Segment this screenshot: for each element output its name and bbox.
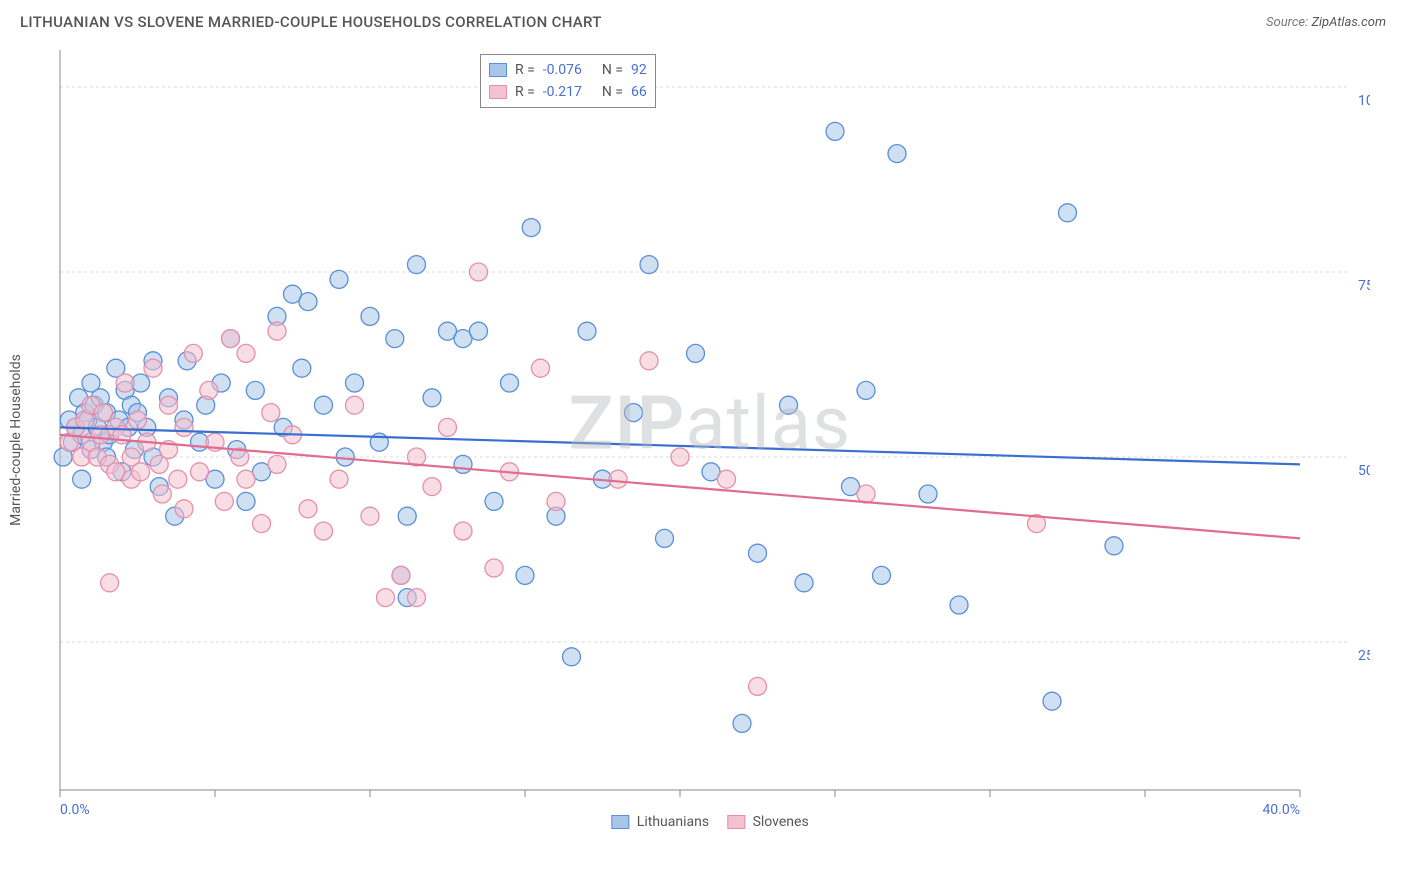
legend-label-b: Slovenes [753,814,809,830]
legend-label-a: Lithuanians [637,814,709,830]
legend-row-series-b: R = -0.217 N = 66 [489,81,647,103]
source-line: Source: ZipAtlas.com [1266,15,1386,30]
legend-n-label-b: N = [602,81,623,103]
legend-r-value-a: -0.076 [543,59,582,81]
svg-text:75.0%: 75.0% [1358,278,1370,294]
legend-r-label-a: R = [515,59,535,81]
svg-text:0.0%: 0.0% [60,802,90,818]
legend-r-value-b: -0.217 [543,81,582,103]
legend-swatch-bottom-a [611,815,629,829]
legend-n-value-b: 66 [631,81,647,103]
legend-swatch-b [489,85,507,99]
series-legend: Lithuanians Slovenes [611,814,808,830]
legend-n-label-a: N = [602,59,623,81]
chart-container: LITHUANIAN VS SLOVENE MARRIED-COUPLE HOU… [0,0,1406,892]
correlation-legend: R = -0.076 N = 92 R = -0.217 N = 66 [480,54,656,108]
legend-n-value-a: 92 [631,59,647,81]
y-axis-label: Married-couple Households [8,354,24,526]
title-bar: LITHUANIAN VS SLOVENE MARRIED-COUPLE HOU… [0,0,1406,40]
legend-item-b: Slovenes [727,814,809,830]
legend-r-label-b: R = [515,81,535,103]
legend-item-a: Lithuanians [611,814,709,830]
legend-swatch-a [489,63,507,77]
svg-text:100.0%: 100.0% [1358,93,1370,109]
source-label: Source: [1266,15,1311,30]
source-value: ZipAtlas.com [1311,15,1386,30]
chart-title: LITHUANIAN VS SLOVENE MARRIED-COUPLE HOU… [20,13,602,31]
legend-row-series-a: R = -0.076 N = 92 [489,59,647,81]
scatter-plot: 25.0% 50.0% 75.0% 100.0% 0.0% 40.0% [50,40,1370,840]
svg-text:40.0%: 40.0% [1262,802,1300,818]
svg-text:50.0%: 50.0% [1358,463,1370,479]
plot-wrapper: Married-couple Households ZIPatlas 25.0%… [50,40,1370,840]
svg-text:25.0%: 25.0% [1358,648,1370,664]
legend-swatch-bottom-b [727,815,745,829]
